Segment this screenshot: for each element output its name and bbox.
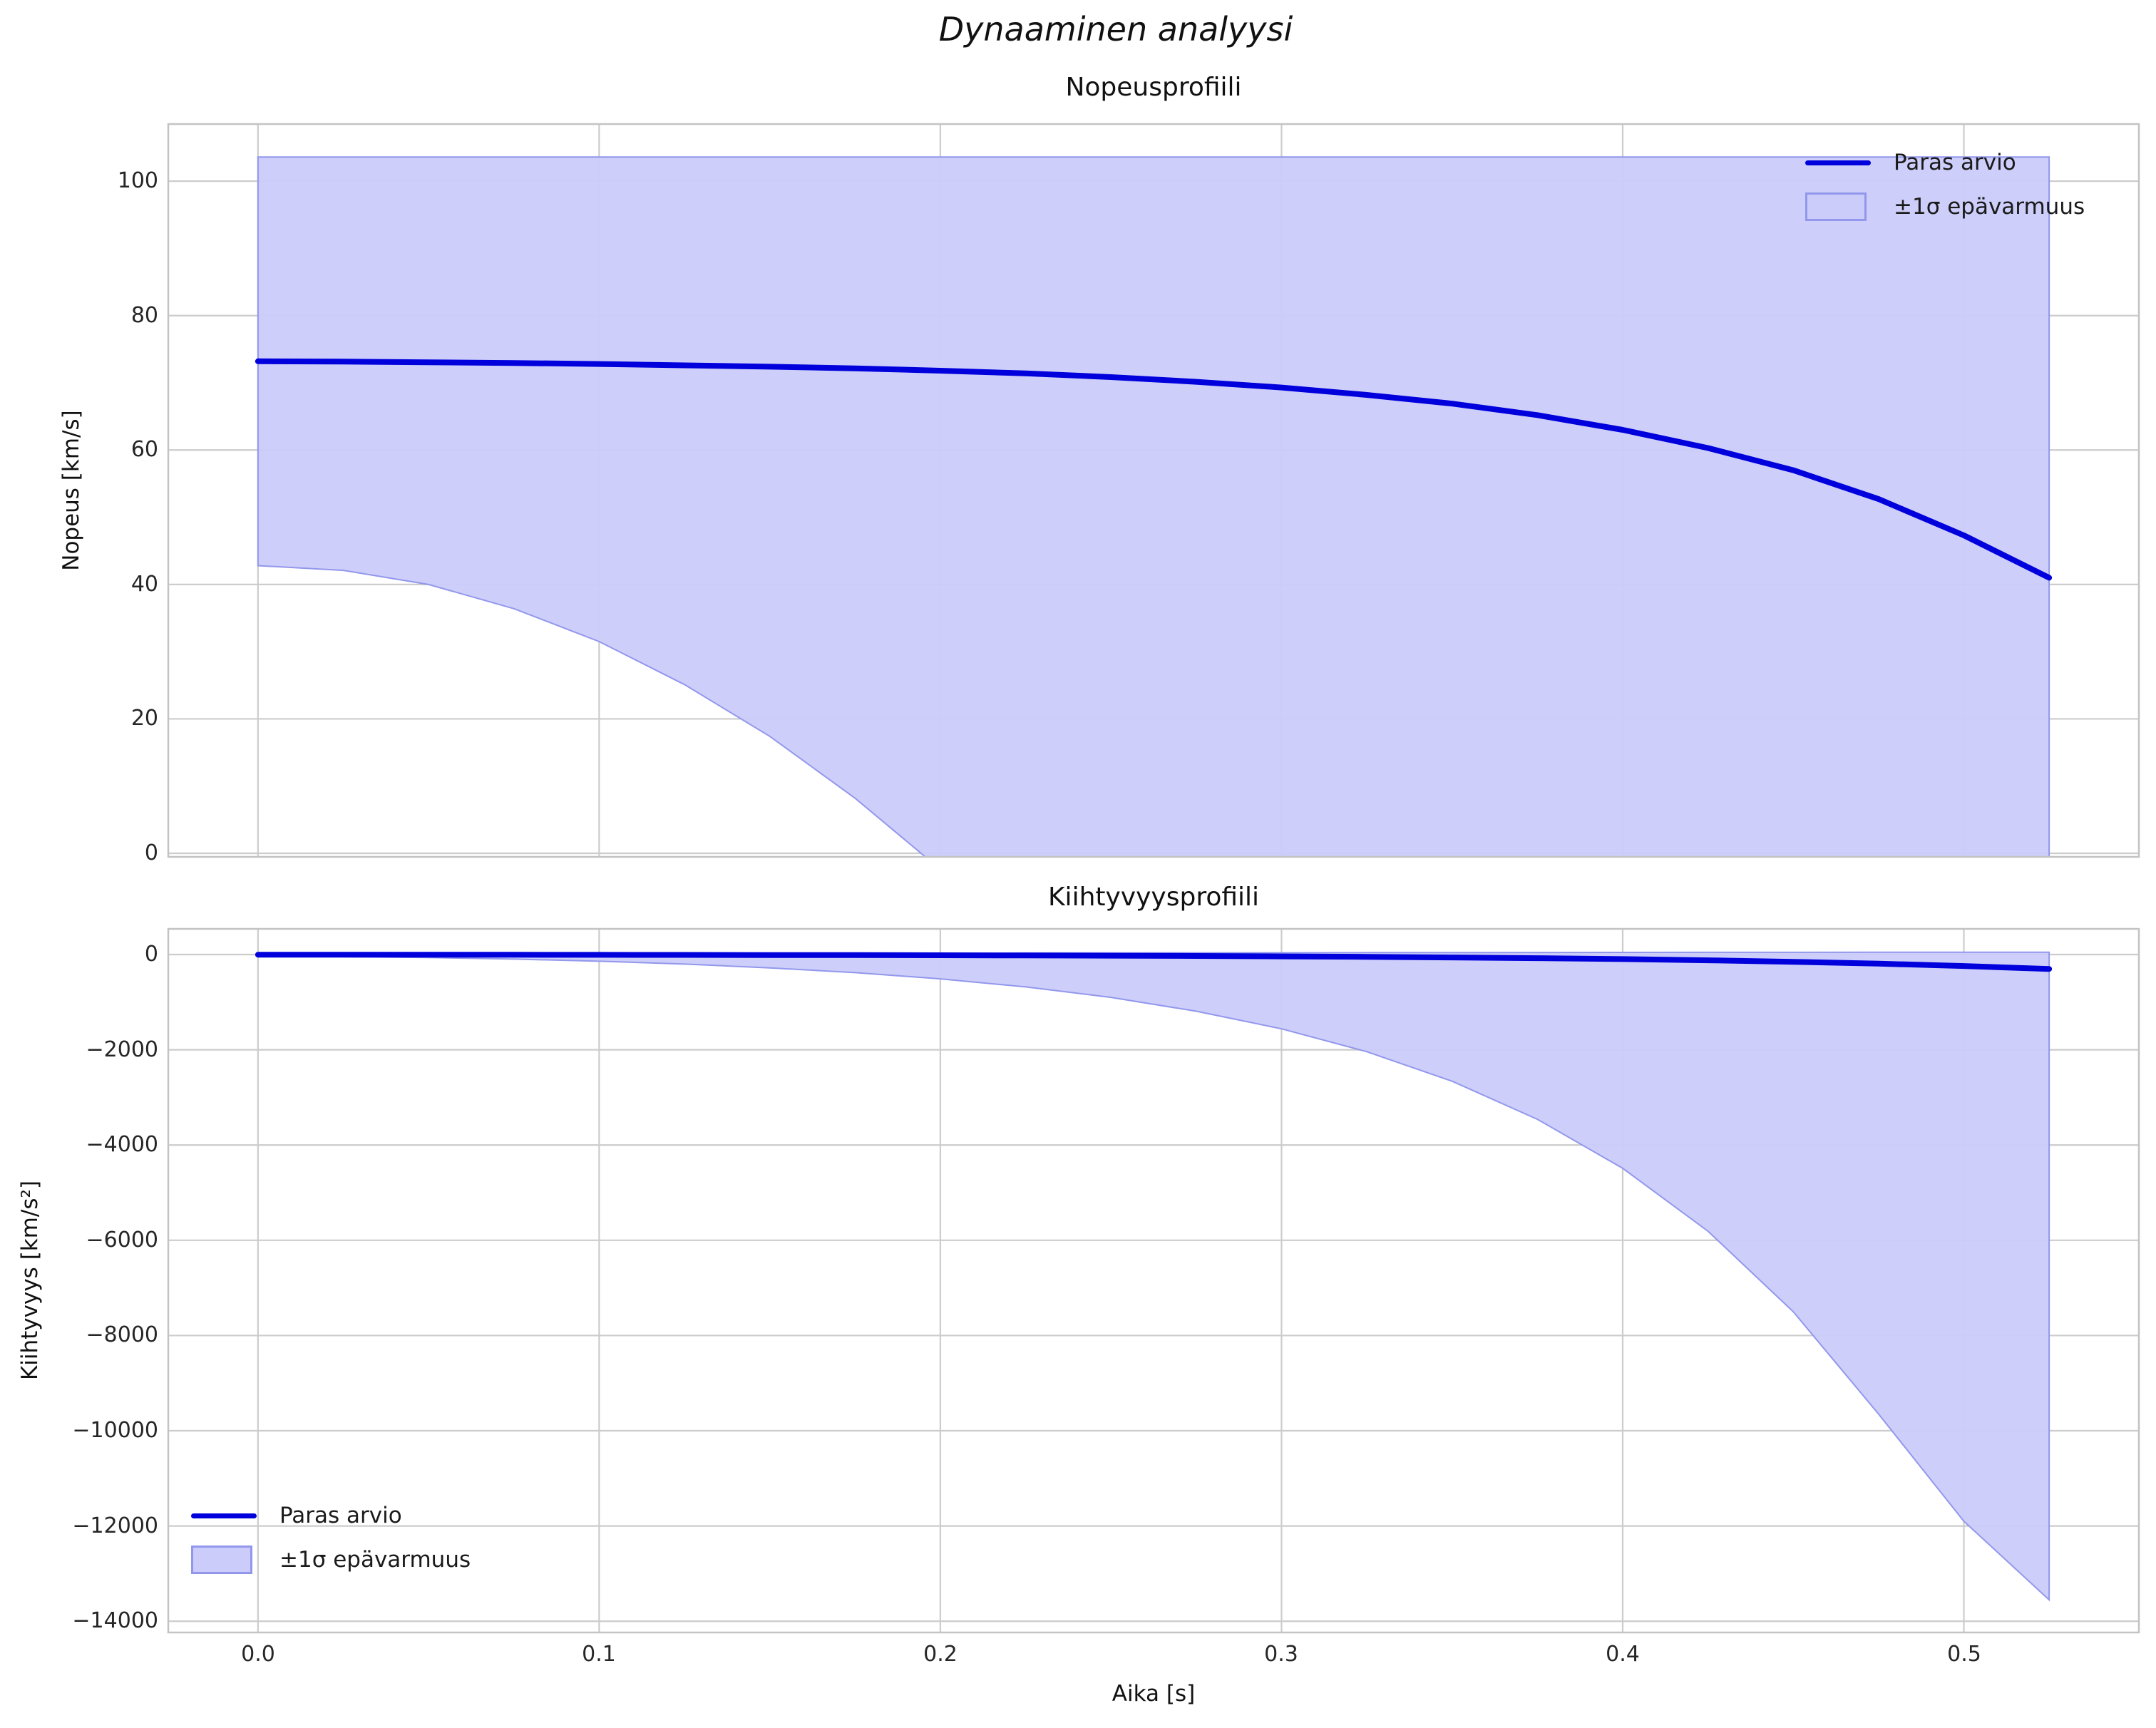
- legend-entry-uncertainty: ±1σ epävarmuus: [191, 1538, 471, 1582]
- acceleration-axes-frame: [167, 927, 2140, 1634]
- legend-label: ±1σ epävarmuus: [1894, 194, 2085, 220]
- velocity-y-tick-label: 100: [117, 168, 158, 193]
- velocity-y-tick-label: 80: [130, 303, 158, 328]
- x-tick-label: 0.5: [1947, 1642, 1981, 1667]
- y-axis-label-acceleration: Kiihtyvyys [km/s²]: [17, 1180, 43, 1381]
- band-swatch-icon: [191, 1546, 252, 1574]
- acceleration-y-tick-label: −4000: [86, 1132, 158, 1157]
- legend-label: ±1σ epävarmuus: [279, 1547, 471, 1573]
- acceleration-y-tick-label: −8000: [86, 1322, 158, 1347]
- velocity-best-line: [255, 358, 2053, 581]
- velocity-uncertainty-band: [257, 156, 2050, 857]
- x-tick-label: 0.3: [1264, 1642, 1298, 1667]
- acceleration-y-tick-label: −2000: [86, 1037, 158, 1062]
- acceleration-plot: [167, 927, 2140, 1634]
- x-axis-label: Aika [s]: [1112, 1681, 1196, 1707]
- acceleration-legend: Paras arvio ±1σ epävarmuus: [191, 1493, 471, 1582]
- y-axis-label-velocity: Nopeus [km/s]: [58, 410, 84, 571]
- legend-label: Paras arvio: [1894, 150, 2016, 175]
- legend-swatch-box: [1805, 192, 1872, 221]
- velocity-plot: [167, 123, 2140, 858]
- line-swatch-icon: [1805, 160, 1871, 165]
- acceleration-y-tick-label: −10000: [72, 1418, 158, 1443]
- acceleration-y-tick-label: −12000: [72, 1513, 158, 1538]
- legend-entry-best-estimate: Paras arvio: [191, 1493, 471, 1538]
- x-tick-label: 0.4: [1606, 1642, 1640, 1667]
- acceleration-y-tick-label: 0: [144, 942, 158, 967]
- line-swatch-icon: [191, 1513, 257, 1518]
- velocity-axes-frame: [167, 123, 2140, 858]
- velocity-y-tick-label: 20: [130, 706, 158, 731]
- legend-entry-uncertainty: ±1σ epävarmuus: [1805, 185, 2085, 229]
- velocity-y-tick-label: 40: [130, 572, 158, 597]
- band-swatch-icon: [1805, 192, 1867, 221]
- legend-swatch-box: [191, 1513, 258, 1518]
- x-tick-label: 0.1: [582, 1642, 616, 1667]
- subplot-title-acceleration: Kiihtyvyysprofiili: [1047, 883, 1260, 912]
- legend-entry-best-estimate: Paras arvio: [1805, 140, 2085, 185]
- velocity-y-tick-label: 0: [144, 840, 158, 865]
- acceleration-y-tick-label: −6000: [86, 1228, 158, 1253]
- x-tick-label: 0.0: [241, 1642, 275, 1667]
- figure-title: Dynaaminen analyysi: [938, 10, 1293, 48]
- x-tick-label: 0.2: [923, 1642, 958, 1667]
- velocity-legend: Paras arvio ±1σ epävarmuus: [1805, 140, 2085, 229]
- legend-swatch-box: [1805, 160, 1872, 165]
- acceleration-y-tick-label: −14000: [72, 1608, 158, 1633]
- legend-swatch-box: [191, 1546, 258, 1574]
- velocity-y-tick-label: 60: [130, 437, 158, 462]
- subplot-title-velocity: Nopeusprofiili: [1065, 73, 1242, 102]
- acceleration-best-line: [255, 952, 2053, 972]
- legend-label: Paras arvio: [279, 1503, 402, 1528]
